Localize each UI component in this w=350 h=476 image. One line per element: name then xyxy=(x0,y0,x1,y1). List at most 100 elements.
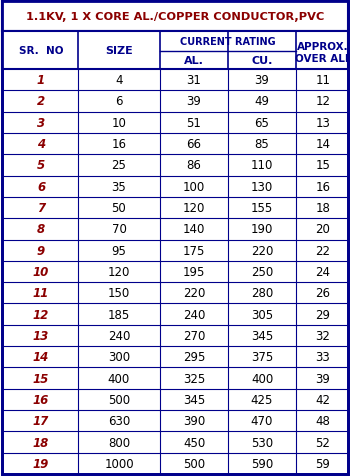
Text: 500: 500 xyxy=(183,457,205,470)
Text: 10: 10 xyxy=(112,117,126,129)
Text: 32: 32 xyxy=(316,329,330,342)
Text: 400: 400 xyxy=(108,372,130,385)
Text: 470: 470 xyxy=(251,414,273,427)
Text: 5: 5 xyxy=(37,159,45,172)
Text: 150: 150 xyxy=(108,287,130,300)
Text: 295: 295 xyxy=(183,350,205,364)
Text: 120: 120 xyxy=(108,266,130,278)
Text: 140: 140 xyxy=(183,223,205,236)
Text: 12: 12 xyxy=(315,95,330,108)
Text: 100: 100 xyxy=(183,180,205,193)
Text: 1.1KV, 1 X CORE AL./COPPER CONDUCTOR,PVC: 1.1KV, 1 X CORE AL./COPPER CONDUCTOR,PVC xyxy=(26,12,324,22)
Text: 345: 345 xyxy=(183,393,205,406)
Text: 120: 120 xyxy=(183,202,205,215)
Text: 400: 400 xyxy=(251,372,273,385)
Text: 8: 8 xyxy=(37,223,45,236)
Text: 450: 450 xyxy=(183,436,205,448)
Text: 800: 800 xyxy=(108,436,130,448)
Text: 390: 390 xyxy=(183,414,205,427)
Text: 305: 305 xyxy=(251,308,273,321)
Text: 110: 110 xyxy=(251,159,273,172)
Text: 25: 25 xyxy=(112,159,126,172)
Text: 2: 2 xyxy=(37,95,45,108)
Text: 4: 4 xyxy=(115,74,123,87)
Text: OVER ALL: OVER ALL xyxy=(295,54,350,64)
Text: 530: 530 xyxy=(251,436,273,448)
Text: 3: 3 xyxy=(37,117,45,129)
Text: 85: 85 xyxy=(255,138,270,151)
Text: 26: 26 xyxy=(315,287,330,300)
Text: 39: 39 xyxy=(254,74,270,87)
Text: 65: 65 xyxy=(254,117,270,129)
Text: 39: 39 xyxy=(187,95,202,108)
Text: APPROX.: APPROX. xyxy=(297,42,349,52)
Text: 240: 240 xyxy=(108,329,130,342)
Text: 270: 270 xyxy=(183,329,205,342)
Text: 6: 6 xyxy=(115,95,123,108)
Text: 1: 1 xyxy=(37,74,45,87)
Text: 24: 24 xyxy=(315,266,330,278)
Text: 22: 22 xyxy=(315,244,330,257)
Text: 7: 7 xyxy=(37,202,45,215)
Text: 15: 15 xyxy=(316,159,330,172)
Text: 345: 345 xyxy=(251,329,273,342)
Text: 11: 11 xyxy=(33,287,49,300)
Text: 66: 66 xyxy=(187,138,202,151)
Text: 155: 155 xyxy=(251,202,273,215)
Text: 13: 13 xyxy=(316,117,330,129)
Text: 16: 16 xyxy=(315,180,330,193)
Text: 16: 16 xyxy=(33,393,49,406)
Text: 49: 49 xyxy=(254,95,270,108)
Text: 18: 18 xyxy=(316,202,330,215)
Text: 59: 59 xyxy=(316,457,330,470)
Text: 11: 11 xyxy=(315,74,330,87)
Text: 130: 130 xyxy=(251,180,273,193)
Text: 425: 425 xyxy=(251,393,273,406)
Text: 33: 33 xyxy=(316,350,330,364)
Text: 220: 220 xyxy=(251,244,273,257)
Text: 35: 35 xyxy=(112,180,126,193)
Text: 50: 50 xyxy=(112,202,126,215)
Bar xyxy=(2,32,348,70)
Text: 13: 13 xyxy=(33,329,49,342)
Text: 190: 190 xyxy=(251,223,273,236)
Text: 1000: 1000 xyxy=(104,457,134,470)
Text: 15: 15 xyxy=(33,372,49,385)
Text: 6: 6 xyxy=(37,180,45,193)
Text: 39: 39 xyxy=(316,372,330,385)
Text: 325: 325 xyxy=(183,372,205,385)
Text: 220: 220 xyxy=(183,287,205,300)
Text: 630: 630 xyxy=(108,414,130,427)
Text: 240: 240 xyxy=(183,308,205,321)
Text: 10: 10 xyxy=(33,266,49,278)
Text: 14: 14 xyxy=(315,138,330,151)
Text: 52: 52 xyxy=(316,436,330,448)
Text: 4: 4 xyxy=(37,138,45,151)
Text: SR.  NO: SR. NO xyxy=(19,46,63,56)
Text: 300: 300 xyxy=(108,350,130,364)
Text: 70: 70 xyxy=(112,223,126,236)
Text: 42: 42 xyxy=(315,393,330,406)
Text: 48: 48 xyxy=(316,414,330,427)
Text: 375: 375 xyxy=(251,350,273,364)
Text: 250: 250 xyxy=(251,266,273,278)
Text: 95: 95 xyxy=(112,244,126,257)
Text: SIZE: SIZE xyxy=(105,46,133,56)
Text: 19: 19 xyxy=(33,457,49,470)
Bar xyxy=(2,2,348,32)
Text: 280: 280 xyxy=(251,287,273,300)
Text: 20: 20 xyxy=(316,223,330,236)
Text: 590: 590 xyxy=(251,457,273,470)
Text: 16: 16 xyxy=(112,138,126,151)
Text: 500: 500 xyxy=(108,393,130,406)
Text: 14: 14 xyxy=(33,350,49,364)
Text: 51: 51 xyxy=(187,117,202,129)
Text: CURRENT RATING: CURRENT RATING xyxy=(180,37,276,47)
Text: 17: 17 xyxy=(33,414,49,427)
Text: 175: 175 xyxy=(183,244,205,257)
Text: 9: 9 xyxy=(37,244,45,257)
Text: 18: 18 xyxy=(33,436,49,448)
Text: 195: 195 xyxy=(183,266,205,278)
Text: AL.: AL. xyxy=(184,56,204,66)
Text: 86: 86 xyxy=(187,159,202,172)
